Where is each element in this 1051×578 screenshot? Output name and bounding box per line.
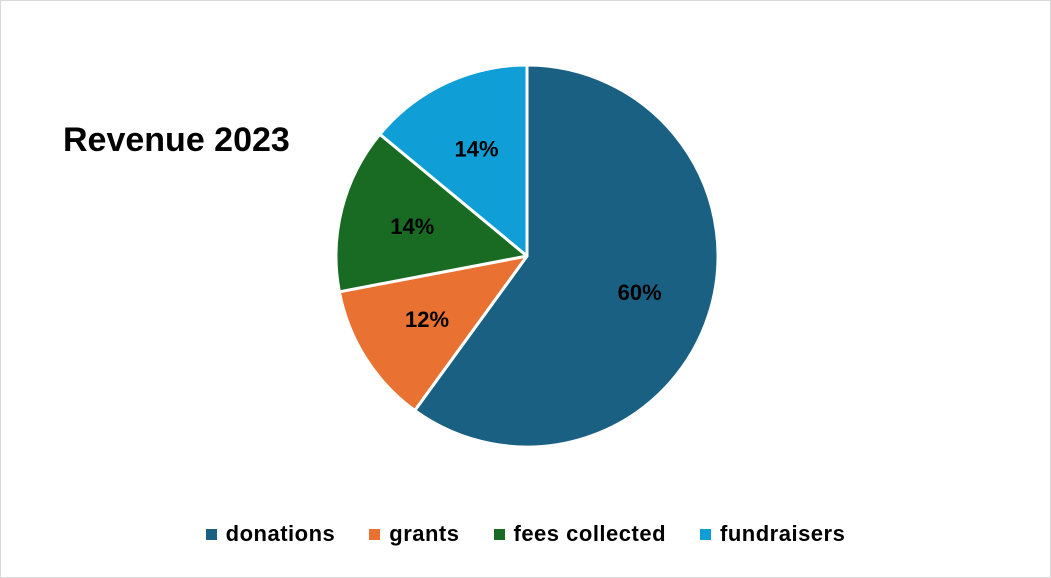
legend-swatch (369, 528, 381, 540)
legend-item-fundraisers: fundraisers (700, 521, 845, 547)
legend-swatch (493, 528, 505, 540)
data-label-grants: 12% (405, 307, 449, 332)
data-label-fees-collected: 14% (390, 214, 434, 239)
pie-slice-donations (413, 63, 720, 449)
pie-slice-fundraisers (378, 63, 529, 258)
pie-slice-fees-collected (334, 132, 529, 294)
legend-label: fees collected (513, 521, 667, 546)
legend-label: grants (389, 521, 460, 546)
legend-item-fees-collected: fees collected (493, 521, 667, 547)
data-label-donations: 60% (618, 280, 662, 305)
legend-label: fundraisers (720, 521, 846, 546)
chart-title: Revenue 2023 (63, 121, 290, 159)
legend-item-grants: grants (369, 521, 459, 547)
legend-item-donations: donations (205, 521, 336, 547)
legend: donations grants fees collected fundraisers (1, 521, 1050, 547)
data-label-fundraisers: 14% (455, 136, 499, 161)
pie-slice-grants (337, 254, 529, 413)
legend-swatch (700, 528, 712, 540)
legend-swatch (205, 528, 217, 540)
legend-label: donations (225, 521, 336, 546)
